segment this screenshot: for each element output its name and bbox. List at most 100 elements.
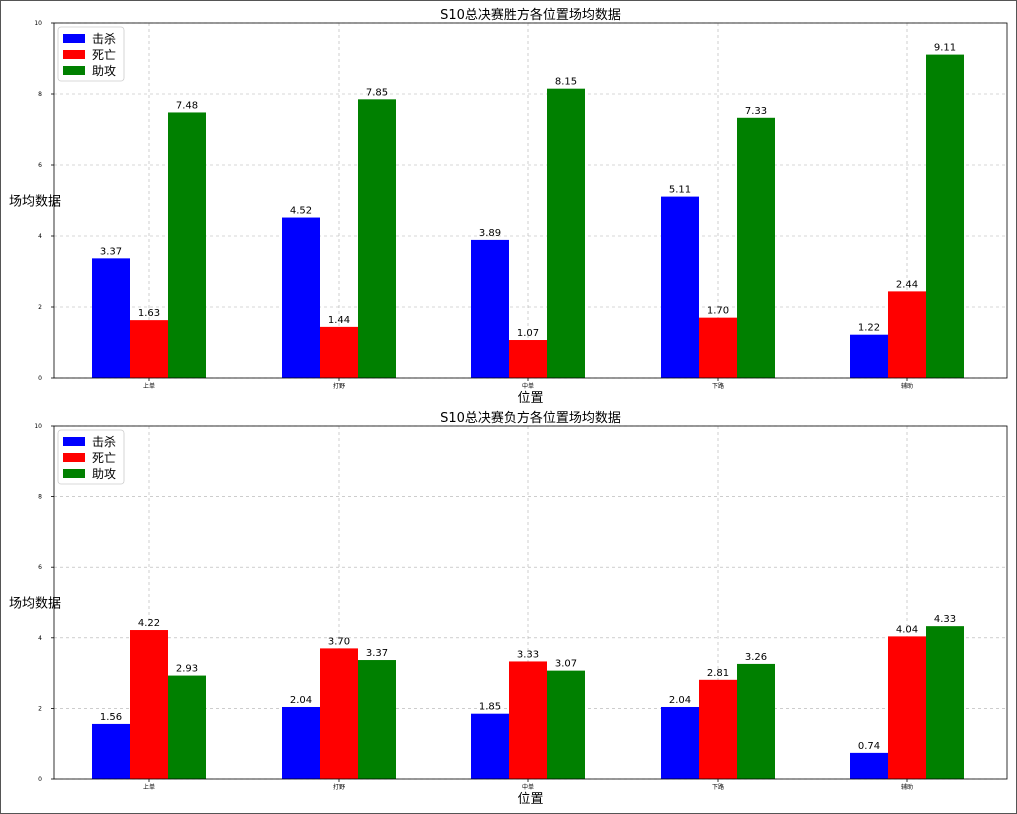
bar-死亡-辅助 <box>888 636 926 779</box>
bar-击杀-打野 <box>282 217 320 378</box>
legend-label: 死亡 <box>92 451 116 465</box>
legend-swatch <box>63 453 85 462</box>
y-tick-label: 8 <box>38 494 42 501</box>
chart-title: S10总决赛负方各位置场均数据 <box>440 410 621 426</box>
legend-label: 死亡 <box>92 48 116 62</box>
bar-击杀-打野 <box>282 706 320 779</box>
axes-frame <box>53 425 1008 780</box>
bar-击杀-中单 <box>471 239 509 378</box>
legend-label: 击杀 <box>92 31 116 46</box>
bar-死亡-下路 <box>699 679 737 779</box>
bar-助攻-打野 <box>358 660 396 779</box>
bar-死亡-打野 <box>320 326 358 378</box>
y-tick-label: 4 <box>38 635 42 642</box>
value-label: 4.22 <box>138 618 160 629</box>
value-label: 1.07 <box>517 328 539 339</box>
bar-击杀-辅助 <box>850 752 888 779</box>
x-tick-label: 中单 <box>522 382 534 390</box>
value-label: 3.37 <box>366 648 388 659</box>
value-label: 1.63 <box>138 308 160 319</box>
value-label: 2.93 <box>176 664 198 675</box>
value-label: 2.81 <box>707 668 729 679</box>
x-tick-label: 打野 <box>333 382 345 390</box>
value-label: 7.85 <box>366 87 388 98</box>
bar-死亡-上单 <box>130 320 168 378</box>
chart-panel-2: 1.56 2.04 1.85 2.04 0.74 4.22 3.70 3.33 2.81 4.04… <box>9 410 1008 807</box>
value-label: 1.56 <box>100 712 122 723</box>
value-label: 2.44 <box>896 279 918 290</box>
legend-swatch <box>63 437 85 446</box>
legend-swatch <box>63 66 85 75</box>
bar-击杀-中单 <box>471 713 509 779</box>
value-label: 5.11 <box>669 185 691 196</box>
bar-助攻-上单 <box>168 675 206 779</box>
value-label: 4.33 <box>934 614 956 625</box>
y-tick-label: 10 <box>34 423 42 430</box>
value-label: 2.04 <box>669 695 691 706</box>
value-label: 7.48 <box>176 100 198 111</box>
x-tick-label: 上单 <box>143 783 155 791</box>
bar-击杀-下路 <box>661 196 699 378</box>
value-label: 0.74 <box>858 741 880 752</box>
bar-死亡-打野 <box>320 648 358 779</box>
x-tick-label: 中单 <box>522 783 534 791</box>
bar-死亡-中单 <box>509 661 547 779</box>
bar-击杀-辅助 <box>850 334 888 378</box>
bar-击杀-上单 <box>92 723 130 779</box>
y-tick-label: 8 <box>38 91 42 98</box>
x-tick-label: 上单 <box>143 382 155 390</box>
legend-swatch <box>63 34 85 43</box>
y-tick-label: 6 <box>38 162 42 169</box>
value-label: 3.37 <box>100 246 122 257</box>
legend-swatch <box>63 469 85 478</box>
y-tick-label: 2 <box>38 304 42 311</box>
bar-助攻-上单 <box>168 112 206 379</box>
bar-击杀-上单 <box>92 258 130 378</box>
x-tick-label: 下路 <box>712 783 724 791</box>
value-label: 7.33 <box>745 106 767 117</box>
bar-击杀-下路 <box>661 706 699 779</box>
x-axis-label: 位置 <box>517 391 543 406</box>
bar-死亡-中单 <box>509 340 547 378</box>
bar-助攻-辅助 <box>926 54 964 378</box>
x-tick-label: 下路 <box>712 382 724 390</box>
y-tick-label: 0 <box>38 776 42 783</box>
x-tick-label: 打野 <box>333 783 345 791</box>
value-label: 1.44 <box>328 315 350 326</box>
value-label: 3.07 <box>555 659 577 670</box>
bar-死亡-下路 <box>699 317 737 378</box>
bar-助攻-下路 <box>737 117 775 378</box>
value-label: 9.11 <box>934 43 956 54</box>
value-label: 3.33 <box>517 649 539 660</box>
value-label: 3.89 <box>479 228 501 239</box>
legend-swatch <box>63 50 85 59</box>
legend-label: 助攻 <box>92 467 116 481</box>
bar-助攻-打野 <box>358 99 396 378</box>
y-axis-label: 场均数据 <box>9 195 61 210</box>
bar-助攻-辅助 <box>926 626 964 779</box>
value-label: 3.70 <box>328 636 350 647</box>
value-label: 1.85 <box>479 702 501 713</box>
bar-死亡-辅助 <box>888 291 926 378</box>
x-axis-label: 位置 <box>517 792 543 807</box>
value-label: 4.04 <box>896 624 918 635</box>
x-tick-label: 辅助 <box>901 783 913 791</box>
bar-助攻-中单 <box>547 88 585 379</box>
y-tick-label: 10 <box>34 20 42 27</box>
y-tick-label: 6 <box>38 564 42 571</box>
bar-助攻-中单 <box>547 670 585 779</box>
legend-label: 助攻 <box>92 64 116 78</box>
value-label: 8.15 <box>555 77 577 88</box>
y-tick-label: 0 <box>38 375 42 382</box>
legend-label: 击杀 <box>92 434 116 449</box>
y-axis-label: 场均数据 <box>9 597 61 612</box>
value-label: 3.26 <box>745 652 767 663</box>
value-label: 1.70 <box>707 306 729 317</box>
bar-助攻-下路 <box>737 663 775 779</box>
chart-title: S10总决赛胜方各位置场均数据 <box>440 7 621 23</box>
chart-panel-1: 3.37 4.52 3.89 5.11 1.22 1.63 1.44 1.07 1.70 2.44… <box>9 7 1008 406</box>
y-tick-label: 4 <box>38 233 42 240</box>
